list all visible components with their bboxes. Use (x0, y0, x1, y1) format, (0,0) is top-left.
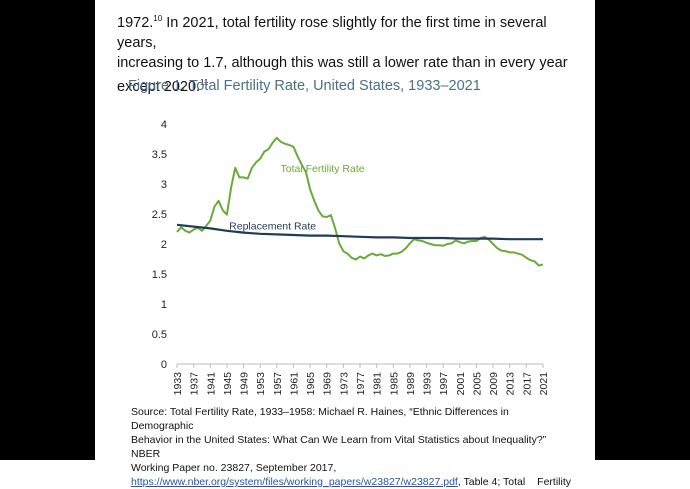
fertility-chart: 0 0.5 1 1.5 2 2.5 3 3.5 4 1933 1937 1941 1945 1949 195… (152, 119, 550, 396)
total-fertility-rate-label: Total Fertility Rate (281, 163, 365, 175)
x-tick-label: 1989 (405, 372, 417, 396)
x-tick-label: 1937 (189, 372, 201, 396)
replacement-rate-line (176, 223, 543, 241)
x-tick-label: 1941 (205, 372, 217, 396)
total-fertility-rate-line (176, 136, 544, 267)
document-page: 1972.10 In 2021, total fertility rose sl… (95, 0, 595, 488)
x-tick-label: 1977 (355, 372, 367, 396)
source-line-1: Source: Total Fertility Rate, 1933–1958:… (131, 406, 509, 432)
y-tick-label: 2.5 (152, 209, 167, 221)
x-tick-label: 1993 (422, 372, 434, 396)
replacement-rate-label: Replacement Rate (229, 221, 316, 233)
left-black-band (0, 0, 95, 460)
x-tick-label: 1973 (338, 372, 350, 396)
source-note: Source: Total Fertility Rate, 1933–1958:… (131, 405, 571, 489)
x-tick-label: 1957 (272, 372, 284, 396)
x-tick-label: 2005 (471, 372, 483, 396)
intro-line-2: increasing to 1.7, although this was sti… (117, 55, 568, 71)
source-link[interactable]: https://www.nber.org/system/files/workin… (131, 476, 458, 488)
y-tick-label: 2 (161, 239, 167, 251)
y-tick-label: 1 (161, 299, 167, 311)
x-tick-label: 1969 (322, 372, 334, 396)
x-tick-label: 1985 (388, 372, 400, 396)
x-tick-label: 1981 (372, 372, 384, 396)
y-tick-label: 3 (161, 179, 167, 191)
x-tick-label: 2021 (538, 372, 550, 396)
source-line-3: Working Paper no. 23827, September 2017, (131, 462, 337, 474)
y-tick-label: 4 (161, 119, 167, 131)
x-tick-label: 1953 (255, 372, 267, 396)
source-line-2: Behavior in the United States: What Can … (131, 434, 547, 460)
y-tick-label: 1.5 (152, 269, 167, 281)
footnote-ref-11[interactable]: 11 (200, 78, 209, 87)
x-tick-label: 2017 (521, 372, 533, 396)
x-tick-label: 2013 (505, 372, 517, 396)
x-tick-label: 1933 (172, 372, 184, 396)
x-tick-label: 1949 (239, 372, 251, 396)
y-tick-label: 0.5 (152, 329, 167, 341)
figure-title: Figure 1. Total Fertility Rate, United S… (128, 78, 481, 94)
right-black-band (595, 0, 690, 460)
y-tick-label: 3.5 (152, 149, 167, 161)
intro-paragraph: 1972.10 In 2021, total fertility rose sl… (117, 9, 587, 97)
x-tick-label: 2009 (488, 372, 500, 396)
x-tick-label: 1945 (222, 372, 234, 396)
x-tick-label: 2001 (455, 372, 467, 396)
source-line-4: https://www.nber.org/system/files/workin… (131, 476, 571, 488)
y-tick-label: 0 (161, 359, 167, 371)
x-tick-label: 1961 (288, 372, 300, 396)
intro-line-1: 1972.10 In 2021, total fertility rose sl… (117, 14, 547, 51)
x-tick-label: 1965 (305, 372, 317, 396)
footnote-ref-10[interactable]: 10 (153, 14, 163, 23)
x-tick-label: 1997 (438, 372, 450, 396)
intro-line-3: except 2020.11 (117, 78, 209, 95)
